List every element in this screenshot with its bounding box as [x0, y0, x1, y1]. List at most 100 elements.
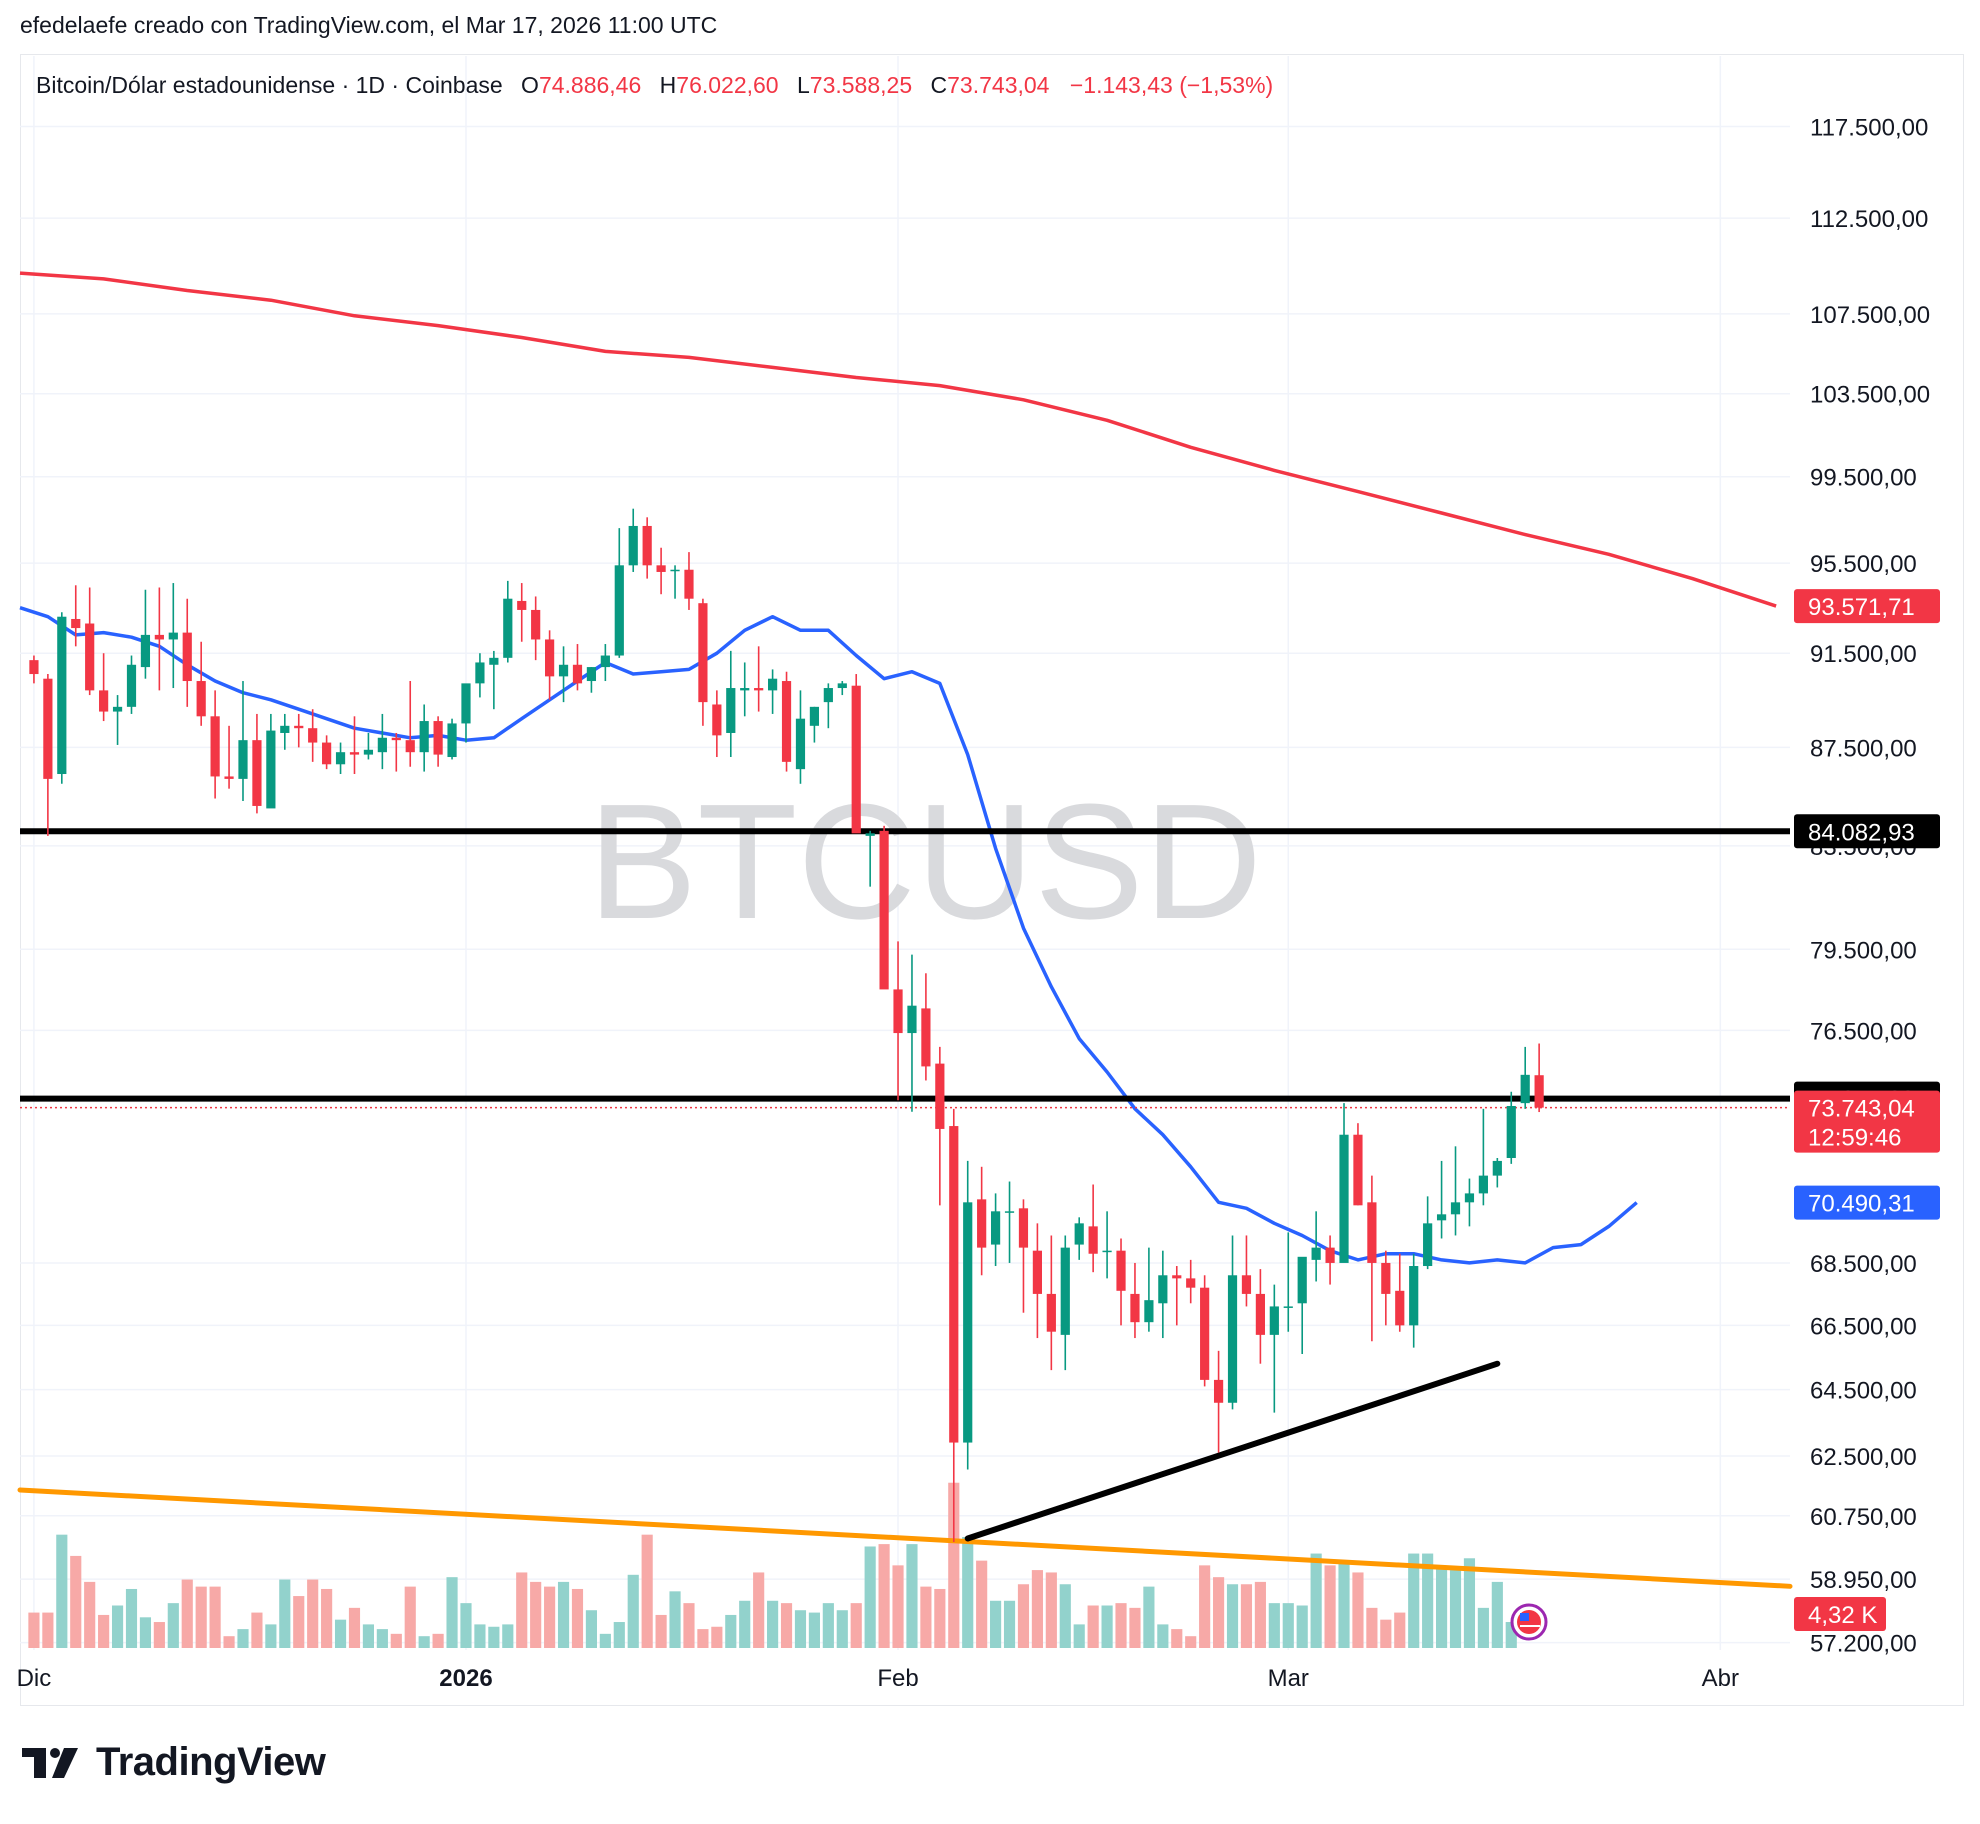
candle	[656, 547, 666, 595]
y-tick-label: 62.500,00	[1810, 1444, 1917, 1471]
candle-body	[698, 603, 708, 703]
candle-body	[1144, 1300, 1154, 1323]
volume-bar	[557, 1581, 570, 1648]
y-tick-label: 107.500,00	[1810, 302, 1930, 329]
candle-body	[531, 609, 541, 640]
volume-label-text: 4,32 K	[1808, 1602, 1877, 1629]
volume-bar	[976, 1560, 988, 1648]
candle	[1311, 1211, 1321, 1282]
candle-body	[1506, 1105, 1516, 1158]
volume-bar	[153, 1622, 165, 1648]
volume-bar	[1143, 1586, 1155, 1648]
price-label-text: 84.082,93	[1808, 819, 1915, 846]
candle-body	[238, 740, 248, 779]
candle-body	[391, 737, 401, 741]
candle	[698, 598, 708, 726]
volume-bar	[627, 1574, 639, 1648]
high-label: H	[659, 72, 677, 98]
volume-bar	[404, 1586, 416, 1648]
candle-body	[1325, 1247, 1335, 1263]
volume-bar	[934, 1588, 946, 1648]
candle-body	[656, 565, 666, 572]
volume-bar	[613, 1622, 625, 1648]
candle-body	[809, 706, 820, 726]
close-value: 73.743,04	[947, 72, 1050, 98]
candle	[489, 650, 499, 710]
candle	[43, 674, 53, 836]
countdown-text: 12:59:46	[1808, 1125, 1901, 1152]
candle	[294, 713, 304, 748]
candle-body	[1186, 1278, 1196, 1288]
candle-body	[851, 685, 861, 834]
time-axis: Dic 2026 Feb Mar Abr	[17, 1665, 1739, 1692]
volume-label-box	[1794, 1597, 1886, 1631]
volume-bar	[70, 1555, 82, 1648]
volume-bar	[1073, 1624, 1085, 1648]
volume-bar	[1226, 1584, 1239, 1648]
candle-body	[572, 664, 583, 684]
volume-bar	[1254, 1581, 1266, 1648]
candle-body	[558, 664, 569, 677]
candle-body	[1130, 1293, 1140, 1323]
candle-body	[614, 565, 624, 656]
candle	[684, 552, 694, 610]
price-label-box	[1794, 1185, 1940, 1220]
candle	[1032, 1223, 1043, 1339]
brand-name: TradingView	[96, 1740, 326, 1784]
candle	[963, 1160, 973, 1470]
us-flag-icon[interactable]	[1510, 1603, 1548, 1641]
y-tick-label: 95.500,00	[1810, 551, 1917, 578]
candle-body	[1492, 1160, 1502, 1176]
chart-frame[interactable]	[20, 54, 1964, 1706]
candle-body	[977, 1199, 987, 1248]
candle-body	[405, 740, 415, 753]
y-tick-label: 58.950,00	[1810, 1567, 1917, 1594]
price-axis: 117.500,00 112.500,00 107.500,00 103.500,00…	[1810, 115, 1930, 1658]
candle-body	[71, 618, 81, 629]
candle-body	[447, 723, 457, 758]
volume-bar	[1213, 1577, 1225, 1648]
candle	[935, 1046, 945, 1206]
candle	[1409, 1253, 1419, 1348]
volume-bar	[488, 1626, 500, 1648]
candle-body	[85, 623, 95, 691]
volume-bar	[1171, 1629, 1183, 1648]
volume-bar	[432, 1633, 444, 1648]
candle	[349, 716, 360, 775]
candle	[1186, 1259, 1196, 1304]
volume-bar	[1240, 1584, 1253, 1648]
candle-body	[517, 600, 527, 610]
candle	[1144, 1247, 1154, 1332]
candle	[823, 683, 833, 729]
y-tick-label: 60.750,00	[1810, 1504, 1917, 1531]
candle-body	[823, 688, 833, 703]
candle-body	[963, 1202, 973, 1443]
trend-line-lower	[17, 1487, 1793, 1589]
candle-body	[1032, 1250, 1043, 1294]
candle	[670, 565, 680, 599]
candle	[1423, 1196, 1433, 1270]
price-labels: 93.571,7184.082,9374.057,8373.743,0412:5…	[1794, 589, 1940, 1631]
candle	[642, 517, 652, 579]
volume-bar	[348, 1607, 361, 1648]
candle-body	[781, 681, 792, 762]
tradingview-logo[interactable]: TradingView	[22, 1740, 326, 1785]
candle	[266, 713, 276, 809]
candle-body	[363, 749, 374, 755]
candle	[628, 508, 638, 572]
volume-bar	[181, 1579, 193, 1648]
candle	[1213, 1350, 1224, 1453]
candle	[1172, 1266, 1182, 1326]
candle	[168, 583, 178, 689]
candle-body	[294, 725, 304, 729]
candle	[322, 735, 332, 770]
volume-bar	[1463, 1558, 1476, 1648]
candle	[558, 646, 569, 703]
candle	[1534, 1043, 1544, 1113]
candle-body	[349, 752, 360, 755]
candle-body	[1227, 1275, 1238, 1403]
volume-bar	[307, 1579, 319, 1648]
candle-body	[196, 681, 206, 717]
candle-body	[1534, 1075, 1544, 1108]
